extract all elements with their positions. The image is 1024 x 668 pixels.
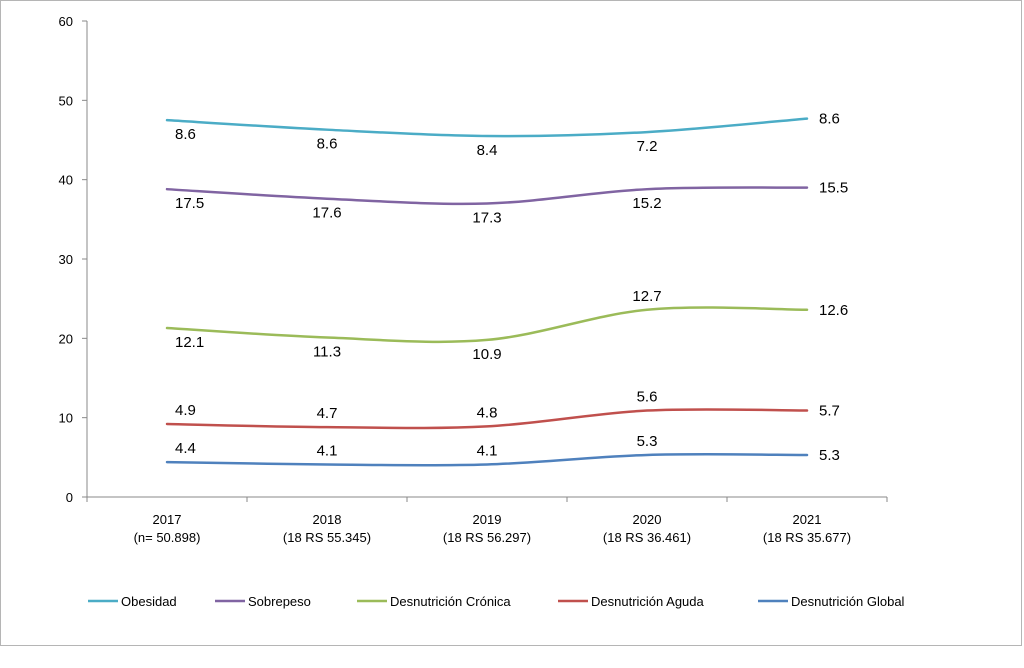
data-label: 8.6 [175, 126, 196, 143]
x-tick-label-year: 2021 [793, 512, 822, 527]
y-tick-label: 10 [59, 411, 73, 426]
data-label: 4.7 [317, 405, 338, 422]
data-label: 5.7 [819, 403, 840, 420]
data-label: 5.3 [819, 447, 840, 464]
x-tick-label-year: 2018 [313, 512, 342, 527]
x-tick-label-sample: (n= 50.898) [134, 530, 201, 545]
data-label: 8.6 [317, 136, 338, 153]
y-axis-ticks: 0 10 20 30 40 50 60 [59, 14, 87, 505]
data-label: 10.9 [472, 346, 501, 363]
data-label: 4.8 [477, 404, 498, 421]
x-tick-label-sample: (18 RS 35.677) [763, 530, 851, 545]
x-tick-label-year: 2020 [633, 512, 662, 527]
y-tick-label: 20 [59, 331, 73, 346]
series-line [165, 117, 809, 138]
series-line [165, 306, 809, 344]
x-axis-ticks: 2017 (n= 50.898) 2018 (18 RS 55.345) 2019 (18… [86, 497, 888, 545]
y-tick-label: 50 [59, 93, 73, 108]
data-label: 17.3 [472, 209, 501, 226]
y-tick-label: 0 [66, 490, 73, 505]
data-label: 4.4 [175, 440, 196, 457]
data-label: 4.1 [477, 442, 498, 459]
y-tick-label: 60 [59, 14, 73, 29]
y-tick-label: 30 [59, 252, 73, 267]
data-labels: 8.6 8.6 8.4 7.2 8.6 17.5 17.6 17.3 15.2 15.5 12.1 1… [175, 111, 848, 464]
data-label: 11.3 [313, 344, 341, 361]
data-label: 5.6 [637, 389, 658, 406]
data-label: 5.3 [637, 433, 658, 450]
x-tick-label-sample: (18 RS 55.345) [283, 530, 371, 545]
legend-label: Desnutrición Aguda [591, 594, 705, 609]
chart-frame [0, 0, 1022, 646]
x-tick-label-sample: (18 RS 36.461) [603, 530, 691, 545]
series-line [165, 453, 809, 467]
data-label: 8.6 [819, 111, 840, 128]
data-label: 7.2 [637, 138, 658, 155]
legend-label: Obesidad [121, 594, 177, 609]
data-label: 12.7 [632, 288, 661, 305]
legend-label: Sobrepeso [248, 594, 311, 609]
legend-label: Desnutrición Global [791, 594, 905, 609]
data-label: 17.5 [175, 195, 204, 212]
legend-label: Desnutrición Crónica [390, 594, 511, 609]
series-lines [165, 117, 809, 467]
data-label: 17.6 [312, 205, 341, 222]
x-tick-label-year: 2019 [473, 512, 502, 527]
data-label: 12.1 [175, 334, 204, 351]
series-line [165, 186, 809, 206]
x-tick-label-year: 2017 [153, 512, 182, 527]
y-tick-label: 40 [59, 173, 73, 188]
data-label: 8.4 [477, 142, 498, 159]
x-tick-label-sample: (18 RS 56.297) [443, 530, 531, 545]
data-label: 4.9 [175, 402, 196, 419]
legend: Obesidad Sobrepeso Desnutrición Crónica Des… [88, 594, 905, 609]
series-line [165, 408, 809, 430]
data-label: 4.1 [317, 442, 338, 459]
data-label: 15.2 [632, 195, 661, 212]
data-label: 15.5 [819, 180, 848, 197]
data-label: 12.6 [819, 302, 848, 319]
